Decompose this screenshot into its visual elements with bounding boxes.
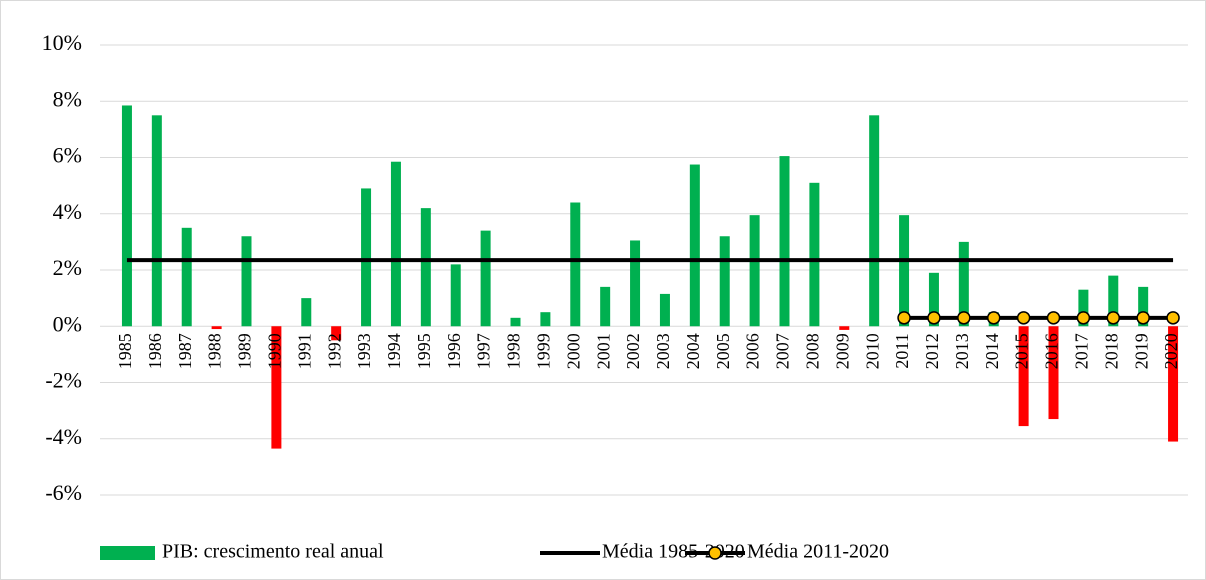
x-tick-label: 2018 bbox=[1101, 333, 1121, 369]
x-tick-label: 2013 bbox=[952, 333, 972, 369]
bar bbox=[121, 105, 132, 327]
marker bbox=[1046, 311, 1061, 325]
y-tick-label: -6% bbox=[45, 480, 82, 505]
bar bbox=[151, 115, 162, 327]
bar bbox=[510, 317, 521, 327]
bar bbox=[749, 215, 760, 327]
x-tick-label: 2002 bbox=[623, 333, 643, 369]
x-tick-label: 2016 bbox=[1042, 333, 1062, 369]
bar bbox=[1048, 326, 1059, 420]
marker bbox=[1106, 311, 1121, 325]
x-tick-label: 2000 bbox=[563, 333, 583, 369]
x-tick-label: 1994 bbox=[384, 333, 404, 369]
bar bbox=[899, 215, 910, 327]
bar bbox=[331, 326, 342, 341]
bar bbox=[869, 115, 880, 327]
bar bbox=[630, 240, 641, 327]
legend-label: Média 1985-2020 bbox=[602, 541, 745, 563]
x-tick-label: 2014 bbox=[982, 333, 1002, 369]
x-tick-label: 2012 bbox=[922, 333, 942, 369]
bar bbox=[241, 236, 252, 327]
x-tick-label: 2005 bbox=[713, 333, 733, 369]
y-tick-label: -4% bbox=[45, 424, 82, 449]
x-tick-label: 2009 bbox=[832, 333, 852, 369]
x-tick-label: 1991 bbox=[294, 333, 314, 369]
y-tick-label: -2% bbox=[45, 368, 82, 393]
x-tick-label: 1986 bbox=[145, 333, 165, 369]
legend-marker bbox=[708, 546, 722, 560]
x-tick-label: 2007 bbox=[773, 333, 793, 369]
legend-label: PIB: crescimento real anual bbox=[162, 541, 384, 563]
marker bbox=[1136, 311, 1150, 325]
y-tick-label: 4% bbox=[53, 199, 82, 224]
x-tick-label: 2008 bbox=[803, 333, 823, 369]
y-tick-label: 10% bbox=[42, 30, 82, 55]
marker bbox=[957, 311, 971, 325]
x-tick-label: 2011 bbox=[892, 333, 912, 368]
x-tick-label: 1993 bbox=[354, 333, 374, 369]
x-tick-label: 2010 bbox=[862, 333, 882, 369]
x-tick-label: 2019 bbox=[1131, 333, 1151, 369]
legend-swatch bbox=[100, 546, 155, 560]
bar bbox=[1018, 326, 1029, 427]
marker bbox=[1016, 311, 1031, 325]
bar bbox=[1138, 286, 1149, 327]
marker bbox=[1166, 311, 1180, 325]
legend-label: Média 2011-2020 bbox=[747, 541, 889, 563]
x-tick-label: 1996 bbox=[444, 333, 464, 369]
x-tick-label: 1999 bbox=[534, 333, 554, 369]
bar bbox=[450, 264, 461, 327]
x-tick-label: 1997 bbox=[474, 333, 494, 369]
x-tick-label: 1990 bbox=[265, 333, 285, 369]
bar bbox=[1108, 275, 1119, 327]
x-tick-label: 2017 bbox=[1072, 333, 1092, 369]
x-tick-label: 2004 bbox=[683, 333, 703, 369]
bar bbox=[659, 293, 670, 327]
bar bbox=[689, 164, 700, 327]
bar bbox=[570, 202, 581, 327]
x-tick-label: 2015 bbox=[1012, 333, 1032, 369]
bar bbox=[390, 161, 401, 327]
marker bbox=[986, 311, 1001, 325]
x-tick-label: 2003 bbox=[653, 333, 673, 369]
bar bbox=[480, 230, 491, 327]
bar bbox=[779, 156, 790, 327]
x-tick-label: 1985 bbox=[115, 333, 135, 369]
y-tick-label: 2% bbox=[53, 255, 82, 280]
bar bbox=[361, 188, 372, 327]
bar bbox=[420, 208, 431, 327]
y-tick-label: 8% bbox=[53, 86, 82, 111]
bar bbox=[928, 272, 939, 327]
marker bbox=[1076, 311, 1091, 325]
x-tick-label: 1998 bbox=[504, 333, 524, 369]
x-tick-label: 2006 bbox=[743, 333, 763, 369]
marker bbox=[927, 311, 941, 325]
bar bbox=[540, 312, 551, 327]
bar bbox=[1078, 289, 1089, 327]
bar bbox=[181, 227, 192, 327]
bar bbox=[958, 241, 969, 327]
bar bbox=[809, 182, 820, 327]
bar bbox=[211, 326, 222, 330]
y-tick-label: 0% bbox=[53, 311, 82, 336]
bar bbox=[600, 286, 611, 327]
bar bbox=[839, 326, 850, 330]
bar bbox=[271, 326, 282, 449]
x-tick-label: 2001 bbox=[593, 333, 613, 369]
x-tick-label: 1988 bbox=[205, 333, 225, 369]
y-tick-label: 6% bbox=[53, 143, 82, 168]
bar bbox=[1168, 326, 1179, 442]
x-tick-label: 1995 bbox=[414, 333, 434, 369]
x-tick-label: 1989 bbox=[235, 333, 255, 369]
x-tick-label: 1992 bbox=[324, 333, 344, 369]
marker bbox=[897, 311, 911, 325]
bar bbox=[719, 236, 730, 327]
bar bbox=[301, 298, 312, 327]
x-tick-label: 2020 bbox=[1161, 333, 1181, 369]
x-tick-label: 1987 bbox=[175, 333, 195, 369]
